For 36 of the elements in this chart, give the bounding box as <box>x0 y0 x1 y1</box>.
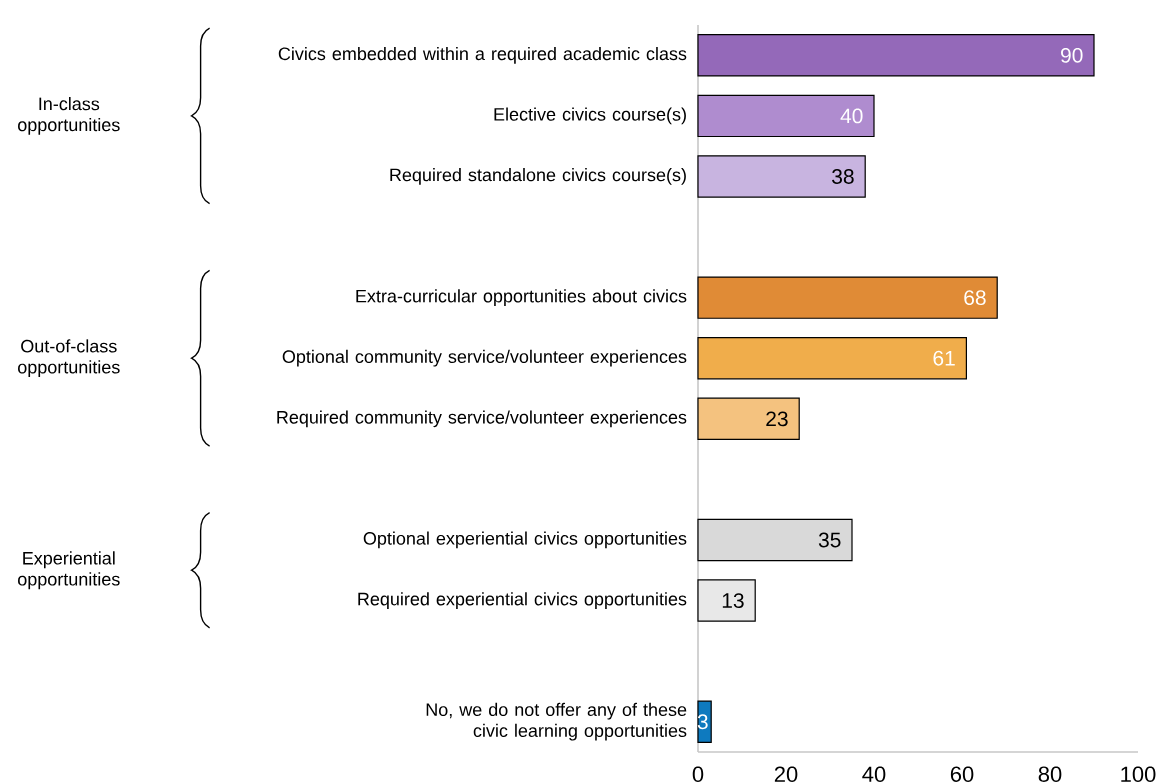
bar <box>697 34 1095 77</box>
bar <box>697 579 756 622</box>
bar <box>697 337 967 380</box>
bar <box>697 700 712 743</box>
y-tick-label: Optional experiential civics opportunities <box>363 531 687 549</box>
text: Experiential opportunities <box>18 551 120 590</box>
data-label: 13 <box>722 593 744 608</box>
data-label: 90 <box>1061 47 1083 63</box>
x-tick-label: 20 <box>774 766 798 782</box>
y-tick-label: Optional community service/volunteer experiences <box>282 349 687 367</box>
bar <box>697 518 853 562</box>
x-tick-label: 80 <box>1038 766 1062 782</box>
bar <box>697 94 875 138</box>
bar <box>697 155 866 198</box>
data-label: 23 <box>766 411 788 427</box>
text: In-class opportunities <box>18 96 120 135</box>
data-label: 68 <box>964 290 986 306</box>
y-tick-label: Required community service/volunteer experiences <box>277 410 687 428</box>
data-label: 3 <box>697 714 708 730</box>
y-tick-label: Extra-curricular opportunities about civics <box>356 289 687 307</box>
bar <box>697 276 998 319</box>
data-label: 40 <box>840 108 863 124</box>
data-label: 61 <box>933 350 955 366</box>
y-tick-label: Elective civics course(s) <box>494 107 686 125</box>
y-tick-label: Required experiential civics opportunities <box>358 592 687 609</box>
text: Out-of-class opportunities <box>18 339 120 378</box>
data-label: 35 <box>818 532 841 548</box>
x-tick-label: 60 <box>950 766 974 782</box>
x-tick-label: 0 <box>692 766 704 782</box>
y-tick-label: No, we do not offer any of these civic learning opportunities <box>426 702 687 741</box>
x-tick-label: 100 <box>1121 766 1156 782</box>
y-tick-label: Civics embedded within a required academic class <box>278 46 687 64</box>
bar <box>697 397 800 440</box>
x-tick-label: 40 <box>862 766 886 782</box>
y-tick-label: Required standalone civics course(s) <box>390 168 686 185</box>
data-label: 38 <box>832 169 854 184</box>
